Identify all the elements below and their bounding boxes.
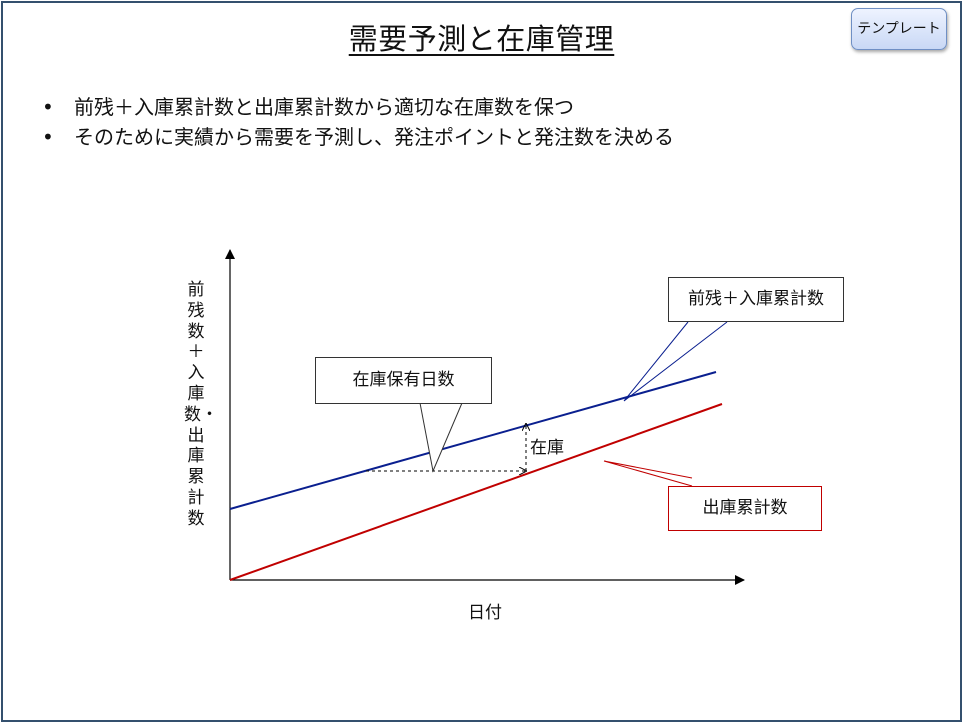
bullet-item: • そのために実績から需要を予測し、発注ポイントと発注数を決める xyxy=(40,122,674,152)
outbound-callout-pointer xyxy=(603,460,693,487)
callout-outbound-cumulative: 出庫累計数 xyxy=(668,486,822,531)
bullet-text: 前残＋入庫累計数と出庫累計数から適切な在庫数を保つ xyxy=(74,95,574,119)
x-axis-label: 日付 xyxy=(468,603,502,623)
bullet-item: • 前残＋入庫累計数と出庫累計数から適切な在庫数を保つ xyxy=(40,92,674,122)
bullet-icon: • xyxy=(42,95,54,119)
page-title: 需要予測と在庫管理 xyxy=(348,22,615,56)
bullet-text: そのために実績から需要を予測し、発注ポイントと発注数を決める xyxy=(74,125,674,149)
template-button[interactable]: テンプレート xyxy=(851,8,947,50)
bullet-icon: • xyxy=(42,125,54,149)
outbound-cumulative-line xyxy=(229,403,723,581)
bullet-list: • 前残＋入庫累計数と出庫累計数から適切な在庫数を保つ • そのために実績から需… xyxy=(40,92,674,152)
inventory-label: 在庫 xyxy=(530,438,564,458)
callout-inbound-cumulative: 前残＋入庫累計数 xyxy=(668,277,844,322)
inbound-callout-pointer xyxy=(623,321,728,402)
y-axis-label: 前残数＋入庫数・出庫累計数 xyxy=(184,280,218,529)
inbound-cumulative-line xyxy=(229,371,717,510)
holding-callout-pointer xyxy=(419,402,463,473)
callout-holding-days: 在庫保有日数 xyxy=(315,357,492,404)
